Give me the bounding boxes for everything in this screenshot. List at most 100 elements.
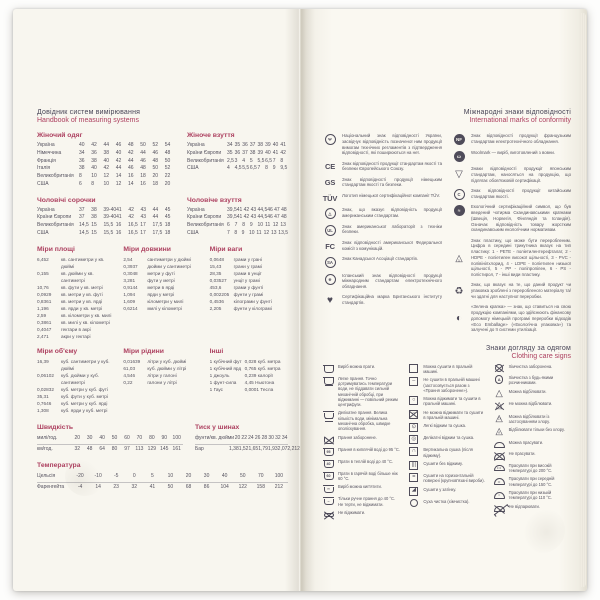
size-row-label: Країни Європи <box>37 214 72 221</box>
size-value: 42 <box>280 149 286 156</box>
care-sign-item: • Прасувати при низькій температурі до 11… <box>493 490 571 501</box>
size-value: 45 <box>164 206 171 213</box>
ruled-table-title: Тиск у шинах <box>195 424 240 432</box>
care-signs-header: Знаки догляду за одягом Clothing care si… <box>322 345 571 360</box>
size-value: 10 <box>248 229 255 236</box>
size-table-title: Жіноче взуття <box>187 132 235 139</box>
size-value: 38 <box>79 165 85 172</box>
mark-description: Знак відповідності продукції китайським … <box>471 187 571 199</box>
measure-value: 0,6214 <box>123 305 138 311</box>
care-sign-label: Сушити на горизонтальній поверхні (крупн… <box>423 473 485 484</box>
size-row-label: Німеччина <box>37 149 62 156</box>
measure-label: фунти у грамі <box>233 291 264 297</box>
conformity-mark-item: ω Woolmark — виріб, виготовлений з вовни. <box>451 150 571 162</box>
care-sign-item: △ Можна відбілювати. <box>493 389 571 399</box>
measure-row: 0,155 кв. дюйми у кв. сантиметрі <box>37 270 115 284</box>
size-row-label: Великобританія <box>37 222 74 228</box>
conformity-mark-item: ✳ Іспанський знак відповідності продукції… <box>322 273 442 290</box>
size-value: 40 <box>265 149 271 156</box>
care-icon-cell: A <box>493 375 506 384</box>
size-value: 9,5 <box>280 165 288 172</box>
size-value: 36 <box>234 149 241 156</box>
care-icon-cell: △ Cl <box>493 414 506 424</box>
ruled-value: 50 <box>239 473 246 480</box>
care-sign-label: Прання в киплячій воді до 95 °C. <box>338 446 401 452</box>
japan-standards-icon: ▽ <box>455 169 463 181</box>
size-value: 52 <box>164 165 171 172</box>
measure-label: куб. дюйми у куб. сантиметрі <box>61 373 99 386</box>
mark-description: Логотип німецької сертифікаційної компан… <box>342 192 441 198</box>
care-sign-label: Виріб можна прати. <box>338 363 376 369</box>
measure-row: 0,01639 літри у куб. дюймі <box>123 358 201 365</box>
triangle-inner-label: Cl <box>497 416 501 421</box>
care-icon-cell: ⊙ <box>407 423 420 433</box>
conformity-mark-item: GS Знак відповідності продукції німецьким… <box>322 177 442 189</box>
mark-description: «Зелена крапка» — знак, що ставиться на … <box>471 304 571 333</box>
size-value: 39,5 <box>227 206 237 213</box>
size-value: 15 <box>91 229 97 236</box>
size-value: 5,5 <box>242 165 250 172</box>
care-sign-item: Суха чистка (хімчистка). <box>407 498 485 508</box>
mark-icon-cell: △ 1 <box>451 239 467 278</box>
care-sign-label: Вертикальна сушка (після віджиму). <box>423 447 473 458</box>
care-sign-item: Прання заборонене. <box>322 435 400 444</box>
mark-description: Знак, що вказує на те, що даний продукт … <box>471 282 571 300</box>
measure-value: 10,76 <box>37 284 49 290</box>
measure-table-title: Міри рідини <box>123 348 164 356</box>
care-icon-cell: • <box>493 490 506 499</box>
size-value: 13,5 <box>278 229 289 236</box>
ruled-value: 1,38 <box>229 445 239 452</box>
measure-row: 28,35 грами в унції <box>210 270 288 277</box>
size-row-label: Великобританія <box>187 222 224 228</box>
size-value: 18 <box>152 180 159 187</box>
size-value: 14 <box>115 173 122 179</box>
ruled-table-temperature: Температура Цельсія -20 -10 -5 0 5 10 20 30 40 50 70… <box>37 462 288 492</box>
measure-value: 1,609 <box>123 298 136 304</box>
measure-value: 0,155 <box>37 270 49 276</box>
mark-description: Іспанський знак відповідності продукції … <box>342 272 442 290</box>
care-sign-item: 60 Прати в гарячій воді більше ніж 60 °C. <box>322 471 400 482</box>
size-value: 18 <box>164 229 171 236</box>
care-sign-item: 40 Прати в теплій воді до 40 °C. <box>322 459 400 468</box>
china-standards-icon: C <box>453 188 465 200</box>
measure-label: куб. фути у куб. метрі <box>61 394 108 400</box>
size-value: 8 <box>242 222 246 228</box>
size-value: 18 <box>164 222 171 228</box>
care-icon-cell: △// <box>493 427 506 437</box>
measure-row: 3,281 фути у метрі <box>123 277 201 284</box>
ruled-value: 60 <box>124 435 130 442</box>
measure-row: 0,8361 кв. метри у кв. ярді <box>37 298 115 305</box>
size-value: 42 <box>91 142 97 148</box>
wash-95-icon: 95 <box>323 447 334 456</box>
measure-value: 6,452 <box>37 256 49 262</box>
size-value: 5,5 <box>257 157 265 164</box>
care-icon-cell: 60 <box>322 471 335 480</box>
measure-tables-row: Міри площі 6,452 кв. сантиметри у кв. дюйм… <box>37 238 288 341</box>
ruled-value: -10 <box>94 473 102 480</box>
care-sign-item: ○ Можна віджимати та сушити в пральній ма… <box>407 396 485 407</box>
size-value: 42 <box>128 206 134 213</box>
care-icon-cell: 40 <box>322 459 335 468</box>
measure-row: 1 Гаус 0,0001 Тесла <box>210 386 288 393</box>
page-title-uk: Довідник систем вимірювання <box>37 109 141 116</box>
care-sign-item: Не віджимати. <box>322 510 400 518</box>
size-value: 20 <box>152 173 159 179</box>
size-value: 39 <box>265 142 271 148</box>
care-sign-label: Прасувати при високій температурі до 200… <box>508 462 553 474</box>
measure-label: кв. милі у кв. кілометрі <box>61 319 110 325</box>
size-value: 43 <box>250 214 257 221</box>
size-value: 37 <box>249 142 256 148</box>
measure-row: 16,39 куб. сантиметри у куб. дюймі <box>37 358 115 372</box>
measure-table-title: Міри об'єму <box>37 348 78 356</box>
mark-icon-cell: ≈ <box>451 205 467 233</box>
size-value: 38 <box>257 142 264 148</box>
size-value: 37 <box>79 214 85 221</box>
ukraine-conformity-icon: Ψ <box>324 134 336 145</box>
conformity-mark-item: △ 1 Знак пластику, що може бути перероблен… <box>451 238 571 278</box>
ruled-value: 90 <box>161 435 168 442</box>
care-sign-label: Не прасувати. <box>508 451 536 457</box>
mark-description: Знак, що вказує відповідність продукції … <box>342 207 442 218</box>
care-icon-cell: △ <box>493 401 506 411</box>
measure-row: 2,54 сантиметри у дюймі <box>123 256 201 263</box>
measure-row: 0,3937 дюйми у сантиметрі <box>123 263 201 270</box>
